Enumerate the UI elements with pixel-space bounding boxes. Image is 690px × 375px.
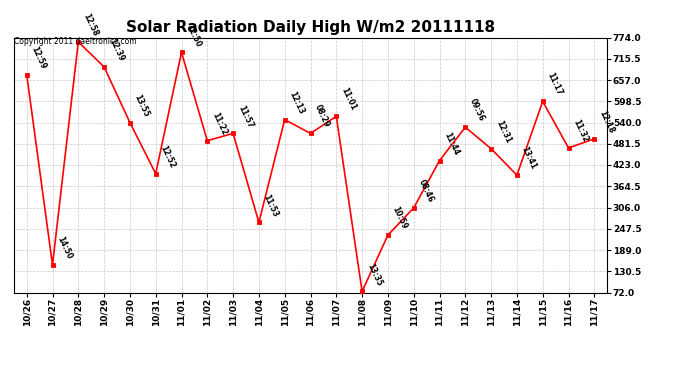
Text: 11:01: 11:01 (339, 87, 357, 112)
Text: 11:32: 11:32 (571, 118, 590, 144)
Text: 12:13: 12:13 (288, 90, 306, 116)
Text: 12:59: 12:59 (30, 45, 48, 70)
Text: 11:17: 11:17 (546, 72, 564, 97)
Text: 14:50: 14:50 (55, 235, 74, 261)
Text: 12:58: 12:58 (81, 12, 99, 38)
Text: 12:39: 12:39 (107, 37, 125, 63)
Text: 11:57: 11:57 (236, 104, 254, 129)
Text: 13:55: 13:55 (132, 93, 151, 118)
Title: Solar Radiation Daily High W/m2 20111118: Solar Radiation Daily High W/m2 20111118 (126, 20, 495, 35)
Text: 10:59: 10:59 (391, 206, 409, 231)
Text: 13:41: 13:41 (520, 146, 538, 171)
Text: 13:35: 13:35 (365, 262, 383, 287)
Text: 12:52: 12:52 (159, 144, 177, 170)
Text: 12:31: 12:31 (494, 119, 512, 144)
Text: 11:44: 11:44 (442, 131, 461, 156)
Text: 09:56: 09:56 (468, 98, 486, 123)
Text: Copyright 2011 daeltronics.com: Copyright 2011 daeltronics.com (14, 38, 137, 46)
Text: 08:29: 08:29 (313, 104, 332, 129)
Text: 12:18: 12:18 (597, 109, 615, 135)
Text: 11:53: 11:53 (262, 193, 280, 218)
Text: 08:46: 08:46 (417, 178, 435, 204)
Text: 11:22: 11:22 (210, 111, 228, 136)
Text: 12:50: 12:50 (184, 22, 203, 48)
